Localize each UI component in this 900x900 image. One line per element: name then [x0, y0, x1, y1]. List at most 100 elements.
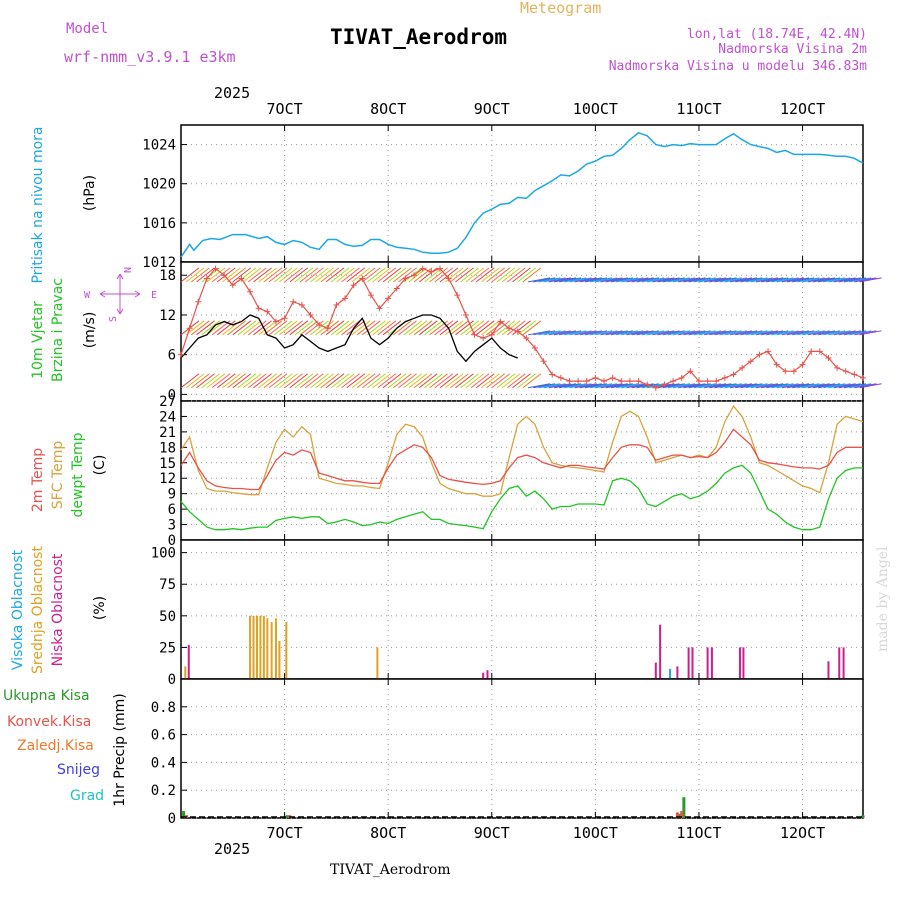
wind-barb: [849, 277, 872, 283]
temp-unit: (C): [92, 455, 108, 476]
wind-gust-marker: [626, 378, 633, 385]
wind-gust-marker: [592, 374, 599, 381]
wind-barb: [460, 267, 480, 283]
wind-barb: [232, 320, 252, 336]
wind-barb: [729, 383, 753, 389]
wind-barb: [367, 320, 386, 336]
wind-barb: [408, 373, 428, 389]
wind-barb: [496, 320, 516, 336]
low-cloud-bar: [676, 666, 679, 679]
wind-barb: [237, 373, 257, 389]
wind-barb: [248, 373, 267, 389]
wind-gust-marker: [238, 275, 245, 282]
wind-gust-marker: [635, 378, 642, 385]
compass-icon: N W E S: [84, 267, 157, 322]
wind-barb: [299, 267, 319, 283]
wind-barb: [553, 330, 577, 336]
wind-barb: [724, 330, 747, 336]
wind-barb: [527, 277, 551, 283]
temp-legend-dewpt: dewpt Temp: [70, 432, 86, 517]
wind-barb: [688, 383, 711, 389]
wind-barb: [522, 320, 542, 336]
wind-gust-marker: [307, 311, 314, 318]
wind-barb: [667, 277, 690, 283]
wind-barb: [268, 373, 288, 389]
wind-barb: [299, 373, 319, 389]
wind-gust-marker: [609, 374, 616, 381]
model-name: wrf-nmm_v3.9.1 e3km: [64, 48, 236, 66]
wind-barb: [771, 330, 794, 336]
cloud-ytick-label: 75: [159, 577, 176, 593]
wind-barb: [595, 383, 618, 389]
wind-barb: [517, 267, 536, 283]
wind-barb: [180, 373, 200, 389]
wind-barb: [429, 267, 448, 283]
wind-barb: [439, 373, 459, 389]
wind-gust-marker: [186, 325, 193, 332]
wind-barb: [377, 320, 397, 336]
wind-barb: [693, 277, 716, 283]
wind-barb: [475, 373, 495, 389]
wind-gust-marker: [670, 378, 677, 385]
wind-gust-marker: [480, 335, 487, 342]
wind-barb: [289, 320, 309, 336]
cloud-ytick-label: 100: [151, 546, 176, 562]
wind-barb: [475, 267, 495, 283]
wind-barb: [517, 320, 536, 336]
pressure-panel: 1012 1016 1020 1024: [142, 124, 864, 271]
low-cloud-bar: [659, 624, 662, 679]
wind-barb: [584, 330, 608, 336]
wind-title-line1: 10m Vjetar: [30, 301, 46, 379]
cloud-frame: [180, 539, 864, 680]
wind-barb: [781, 383, 804, 389]
wind-barb: [812, 277, 836, 283]
wind-barb: [854, 383, 877, 389]
wind-barb: [771, 277, 794, 283]
time-label-top: 12OCT: [780, 100, 825, 118]
wind-barb: [424, 373, 443, 389]
wind-barb: [610, 277, 634, 283]
wind-gust-marker: [229, 282, 236, 289]
wind-barb: [481, 373, 500, 389]
wind-barb: [206, 267, 226, 283]
wind-barb: [512, 267, 531, 283]
wind-barb: [610, 383, 634, 389]
wind-barb: [802, 330, 825, 336]
wind-barb: [408, 267, 428, 283]
wind-gust-marker: [695, 378, 702, 385]
wind-barb: [361, 320, 381, 336]
wind-barb: [517, 373, 536, 389]
wind-gust-marker: [419, 265, 426, 272]
wind-barb: [424, 320, 443, 336]
wind-gust-marker: [842, 368, 849, 375]
wind-barb: [201, 373, 221, 389]
wind-barb: [434, 267, 454, 283]
wind-barb: [284, 267, 303, 283]
precip-ytick-label: 0.6: [151, 728, 176, 744]
wind-barb: [626, 330, 649, 336]
wind-barb: [268, 267, 288, 283]
wind-barb: [460, 373, 480, 389]
wind-barb: [729, 330, 753, 336]
wind-barb: [439, 267, 459, 283]
wind-barb: [481, 320, 500, 336]
wind-barb: [709, 383, 732, 389]
pressure-frame: [180, 124, 864, 263]
wind-barb: [299, 320, 319, 336]
wind-barb: [315, 267, 334, 283]
wind-barb: [693, 383, 716, 389]
wind-barb: [512, 320, 531, 336]
wind-barb: [398, 373, 417, 389]
wind-barb: [714, 383, 737, 389]
wind-gust-marker: [730, 371, 737, 378]
wind-barb: [761, 330, 784, 336]
wind-barb: [662, 383, 685, 389]
wind-barb: [569, 383, 592, 389]
lonlat-label: lon,lat (18.74E, 42.4N): [687, 27, 867, 42]
wind-barb: [714, 277, 737, 283]
low-cloud-bar: [486, 670, 489, 679]
wind-barb: [232, 267, 252, 283]
wind-barb: [667, 383, 690, 389]
low-cloud-bar: [482, 672, 485, 679]
